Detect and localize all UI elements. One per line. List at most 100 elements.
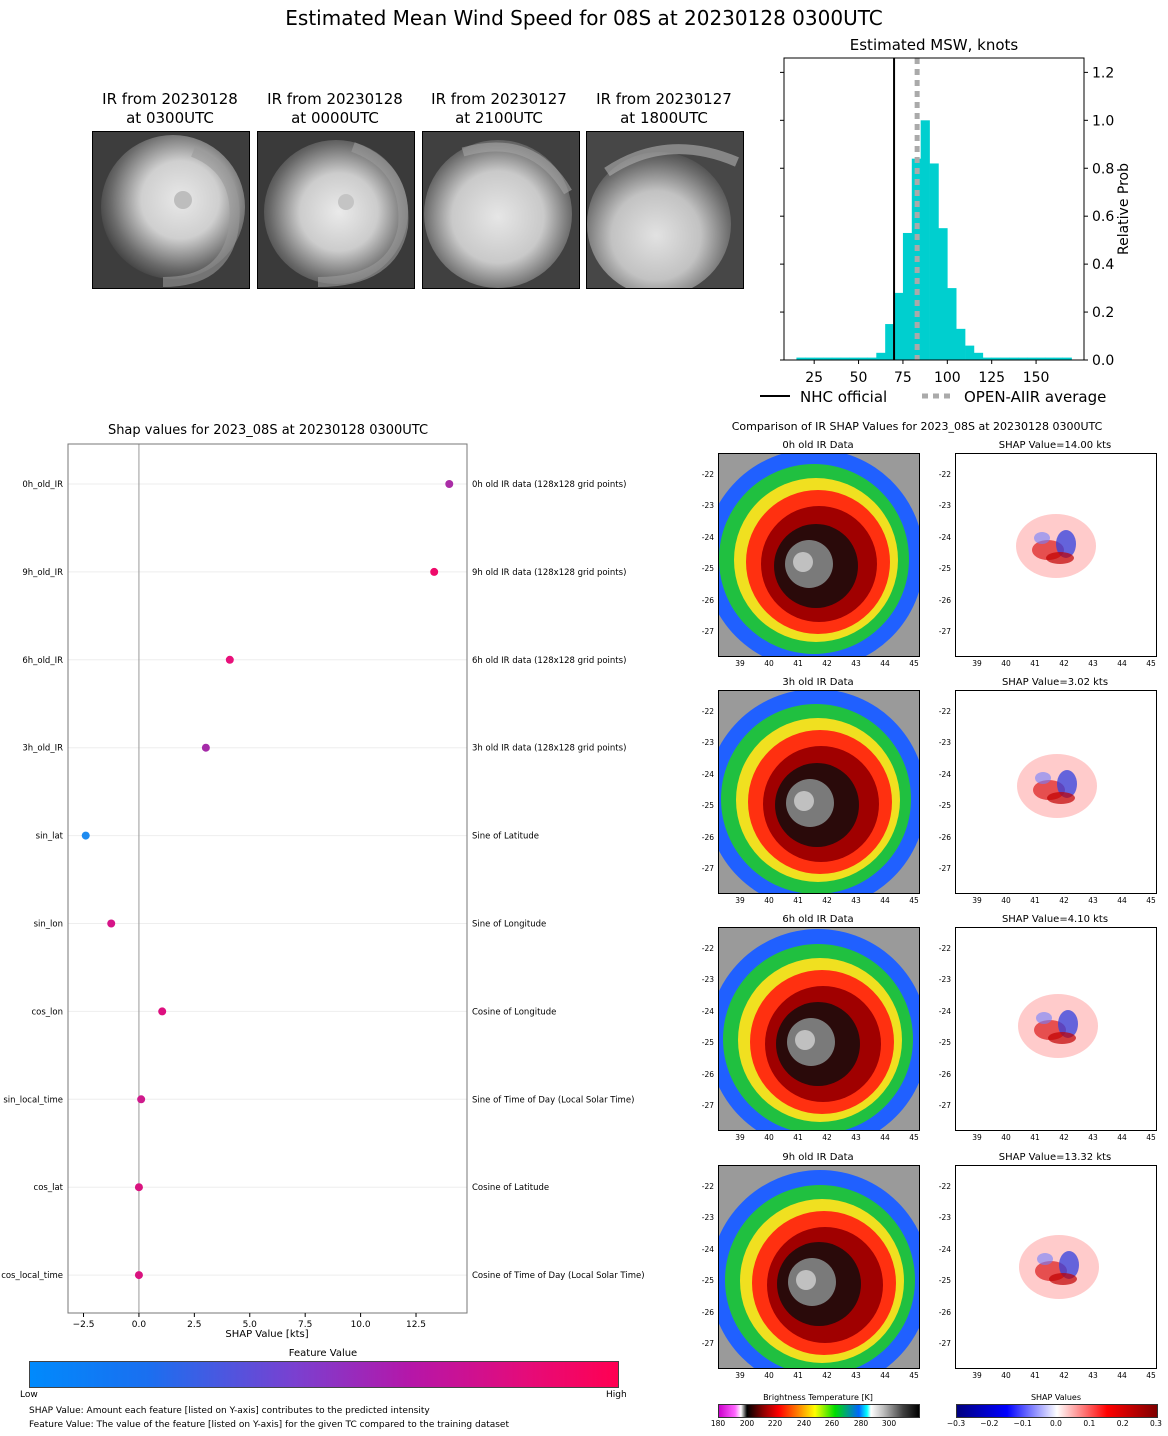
shap-cb-tick-label: −0.3	[946, 1419, 966, 1428]
bt-tick-label: 180	[710, 1419, 726, 1428]
lat-tick-label: -26	[701, 1308, 714, 1317]
histogram-bar	[902, 232, 913, 360]
lon-tick-label: 40	[1001, 1133, 1011, 1142]
lon-tick-label: 45	[909, 1371, 919, 1380]
lat-tick-label: -27	[701, 864, 714, 873]
lon-tick-label: 40	[1001, 1371, 1011, 1380]
shap-x-tick-label: 5.0	[243, 1320, 258, 1330]
lat-tick-label: -24	[938, 770, 951, 779]
histogram-y-tick-label: 0.0	[1092, 353, 1114, 369]
lon-tick-label: 41	[793, 1133, 803, 1142]
shap-point	[445, 480, 454, 488]
bt-tick-label: 260	[824, 1419, 840, 1428]
lat-tick-label: -22	[938, 944, 951, 953]
lat-tick-label: -25	[701, 801, 714, 810]
shap-feature-label: sin_lat	[36, 832, 64, 842]
lat-tick-label: -26	[938, 1070, 951, 1079]
histogram-bar	[1044, 357, 1055, 360]
shap-feature-label: sin_lon	[34, 920, 63, 930]
shap-feature-rows: 0h_old_IR 0h old IR data (128x128 grid po…	[1, 480, 644, 1281]
ir-image-1	[92, 131, 250, 289]
lon-tick-label: 39	[735, 1371, 745, 1380]
lat-tick-label: -27	[938, 864, 951, 873]
lon-tick-label: 41	[1030, 896, 1040, 905]
lon-tick-label: 39	[735, 1133, 745, 1142]
histogram-bar	[938, 228, 948, 360]
shap-note-2: Feature Value: The value of the feature …	[29, 1420, 510, 1430]
histogram-bar	[947, 288, 957, 360]
shap-heatmap-image	[1017, 754, 1097, 818]
bt-tick-label: 200	[739, 1419, 755, 1428]
histogram-bar	[858, 357, 868, 360]
ir-thumb-title-3: IR from 20230127 at 2100UTC	[419, 90, 579, 128]
lon-tick-label: 40	[1001, 659, 1011, 668]
histogram-bar	[956, 328, 966, 360]
shap-map	[955, 453, 1157, 657]
lat-tick-label: -24	[938, 1245, 951, 1254]
shap-point	[430, 567, 439, 576]
histogram-bar	[867, 357, 877, 360]
histogram-x-tick-label: 150	[1023, 370, 1050, 386]
lat-tick-label: -23	[701, 501, 714, 510]
lon-tick-label: 39	[972, 1133, 982, 1142]
legend-nhc-label: NHC official	[800, 388, 887, 406]
lon-tick-label: 44	[1117, 1371, 1127, 1380]
histogram-bar	[1000, 357, 1010, 360]
lon-tick-label: 44	[880, 1371, 890, 1380]
ir-colorized-image	[719, 454, 919, 656]
shap-point	[201, 743, 210, 752]
lon-tick-label: 41	[793, 896, 803, 905]
shap-feature-label: 3h_old_IR	[22, 744, 63, 754]
histogram-y-tick-label: 0.6	[1092, 209, 1114, 225]
shap-feature-description: Cosine of Longitude	[472, 1007, 556, 1017]
lon-tick-label: 39	[972, 1371, 982, 1380]
shap-point	[225, 655, 234, 664]
histogram-x-tick-label: 125	[978, 370, 1005, 386]
lat-tick-label: -27	[938, 627, 951, 636]
histogram-y-ticks: 0.0 0.2 0.4 0.6 0.8 1.0 1.2	[780, 65, 1114, 369]
shap-heatmap-image	[1016, 514, 1096, 578]
ir-thumb-title-line: at 0000UTC	[291, 109, 379, 127]
shap-cb-tick-label: −0.1	[1013, 1419, 1032, 1428]
lon-tick-label: 40	[764, 659, 774, 668]
shap-point	[134, 1183, 143, 1192]
shap-feature-label: 9h_old_IR	[22, 568, 63, 578]
shap-feature-label: 0h_old_IR	[22, 480, 63, 490]
lon-tick-label: 43	[1088, 1133, 1098, 1142]
ir-thumb-title-4: IR from 20230127 at 1800UTC	[584, 90, 744, 128]
shap-panel-title: SHAP Value=14.00 kts	[998, 440, 1112, 451]
lat-tick-label: -26	[701, 833, 714, 842]
shap-point	[81, 831, 90, 840]
lon-tick-label: 40	[1001, 896, 1011, 905]
lon-tick-label: 41	[1030, 1371, 1040, 1380]
shap-feature-plot: 0h_old_IR 0h old IR data (128x128 grid po…	[1, 443, 645, 1340]
ir-colorized-image	[719, 1166, 919, 1368]
shap-x-ticks: −2.5 0.0 2.5 5.0 7.5 10.0 12.5	[73, 1313, 426, 1330]
histogram-bar	[805, 357, 815, 360]
lon-tick-label: 40	[764, 896, 774, 905]
ir-thumb-title-line: IR from 20230127	[596, 90, 732, 108]
ir-thumb-title-line: IR from 20230128	[102, 90, 238, 108]
histogram-bar	[885, 324, 895, 360]
lon-tick-label: 43	[851, 896, 861, 905]
shap-frame	[67, 443, 468, 1314]
lat-tick-label: -24	[938, 533, 951, 542]
lon-tick-label: 41	[793, 1371, 803, 1380]
shap-point	[134, 1271, 143, 1280]
lat-tick-label: -26	[701, 1070, 714, 1079]
shap-feature-label: cos_lat	[34, 1183, 64, 1193]
histogram-bar	[894, 292, 904, 360]
shap-feature-label: sin_local_time	[3, 1095, 63, 1105]
lon-tick-label: 43	[1088, 1371, 1098, 1380]
lat-tick-label: -23	[938, 975, 951, 984]
shap-x-tick-label: −2.5	[73, 1320, 95, 1330]
lat-tick-label: -27	[701, 627, 714, 636]
lon-tick-label: 40	[764, 1133, 774, 1142]
lon-tick-label: 45	[909, 896, 919, 905]
feature-colorbar-low: Low	[20, 1390, 38, 1400]
histogram-bar	[849, 357, 859, 360]
histogram-x-tick-label: 25	[805, 370, 823, 386]
ir-panel-title: 9h old IR Data	[782, 1152, 854, 1163]
ir-thumb-title-2: IR from 20230128 at 0000UTC	[255, 90, 415, 128]
shap-cb-tick-label: 0.0	[1050, 1419, 1062, 1428]
